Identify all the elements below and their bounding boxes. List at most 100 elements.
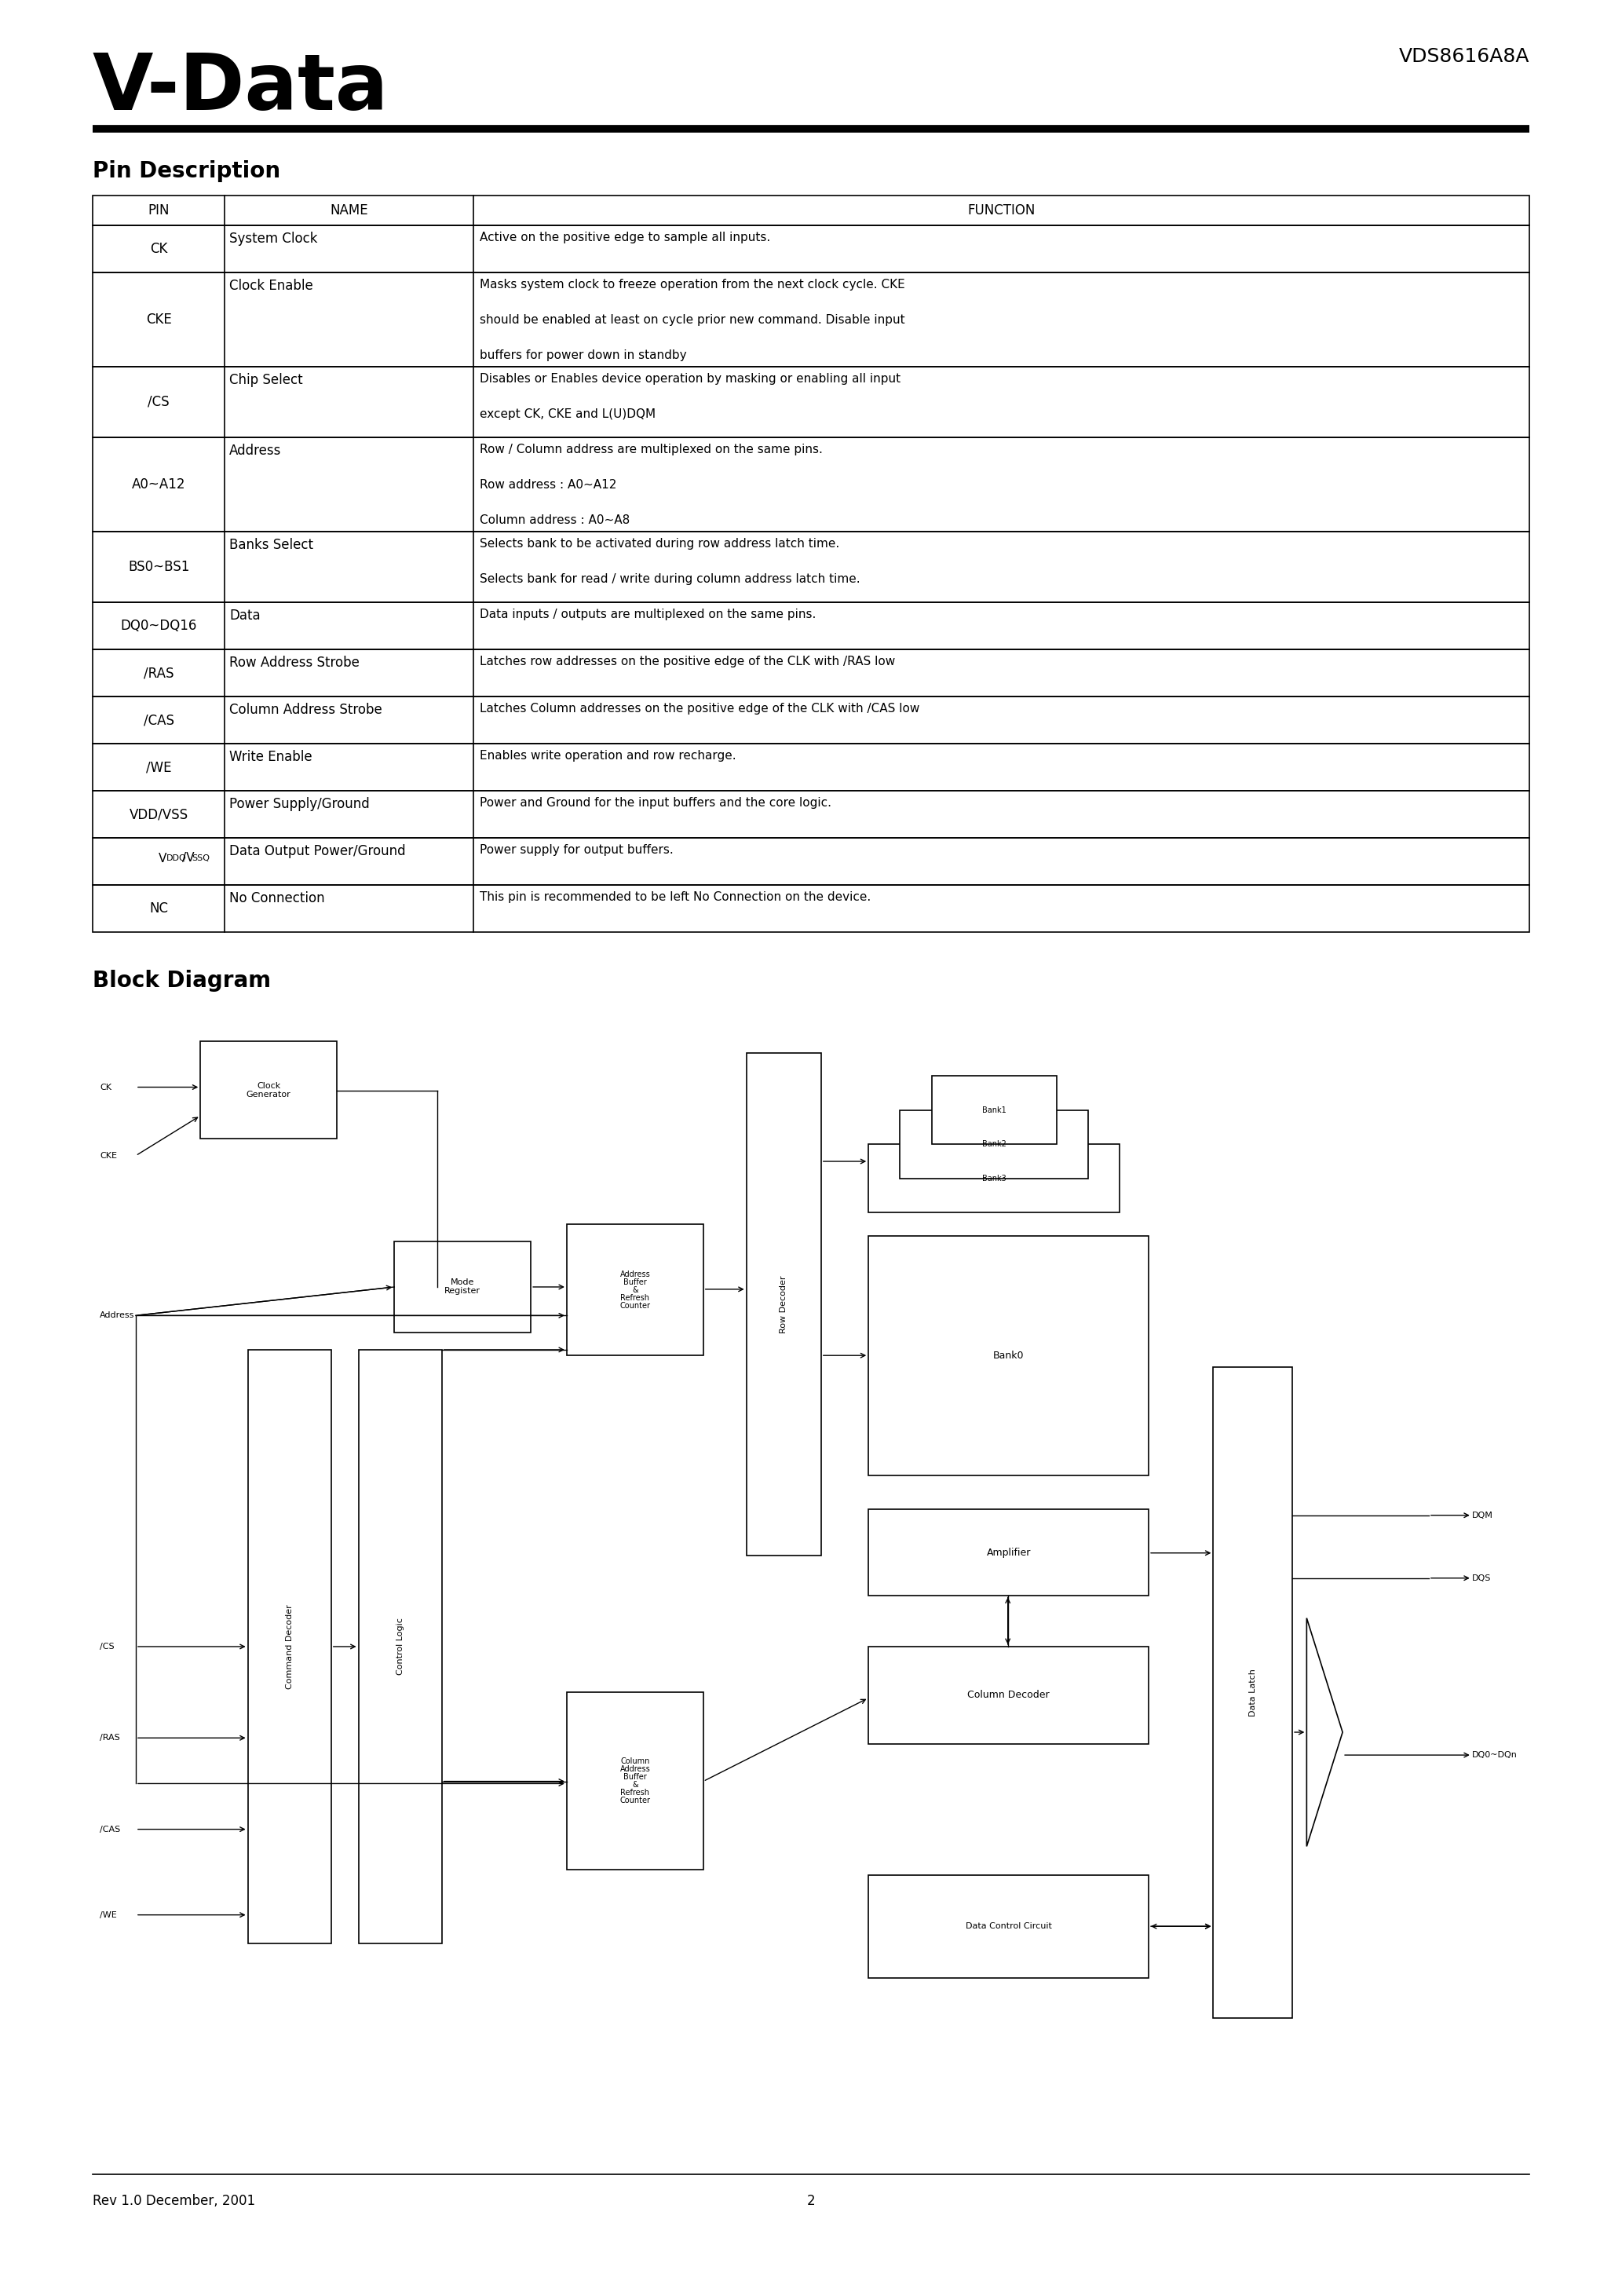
Text: Pin Description: Pin Description (92, 161, 281, 181)
Bar (92, 367, 1530, 436)
Text: Data Output Power/Ground: Data Output Power/Ground (230, 845, 406, 859)
Text: System Clock: System Clock (230, 232, 318, 246)
Text: Block Diagram: Block Diagram (92, 969, 271, 992)
Text: Amplifier: Amplifier (986, 1548, 1030, 1557)
Bar (92, 195, 1530, 225)
Text: /WE: /WE (146, 760, 172, 774)
Text: NAME: NAME (329, 204, 368, 218)
Bar (248, 1350, 331, 1942)
Text: Counter: Counter (620, 1302, 650, 1309)
Text: &: & (633, 1286, 637, 1293)
Text: A0~A12: A0~A12 (131, 478, 185, 491)
Text: CKE: CKE (101, 1153, 117, 1159)
Text: Enables write operation and row recharge.: Enables write operation and row recharge… (480, 751, 736, 762)
Bar (1213, 1366, 1293, 2018)
Text: Power and Ground for the input buffers and the core logic.: Power and Ground for the input buffers a… (480, 797, 832, 808)
Text: Buffer: Buffer (623, 1279, 647, 1286)
Text: Clock: Clock (256, 1081, 281, 1091)
Text: Refresh: Refresh (621, 1789, 649, 1795)
Text: Clock Enable: Clock Enable (230, 278, 313, 294)
Text: DQS: DQS (1471, 1575, 1491, 1582)
Text: Active on the positive edge to sample all inputs.: Active on the positive edge to sample al… (480, 232, 770, 243)
Bar (900, 1109, 1088, 1178)
Text: Row Decoder: Row Decoder (780, 1274, 788, 1334)
Text: Refresh: Refresh (621, 1293, 649, 1302)
Text: /V: /V (182, 852, 195, 863)
Text: Address: Address (101, 1311, 135, 1320)
Text: DQ0~DQn: DQ0~DQn (1471, 1752, 1517, 1759)
Bar (92, 696, 1530, 744)
Bar (92, 744, 1530, 790)
Text: Bank0: Bank0 (993, 1350, 1023, 1362)
Bar (92, 273, 1530, 367)
Text: SSQ: SSQ (191, 854, 209, 863)
Text: should be enabled at least on cycle prior new command. Disable input: should be enabled at least on cycle prio… (480, 315, 905, 326)
Bar (92, 1013, 1530, 2154)
Bar (868, 1143, 1119, 1212)
Bar (394, 1242, 530, 1332)
Text: DQM: DQM (1471, 1511, 1492, 1520)
Bar (92, 838, 1530, 884)
Text: CKE: CKE (146, 312, 172, 326)
Text: Selects bank for read / write during column address latch time.: Selects bank for read / write during col… (480, 574, 860, 585)
Text: Address: Address (620, 1270, 650, 1279)
Text: CK: CK (101, 1084, 112, 1091)
Text: Mode: Mode (451, 1279, 475, 1286)
Bar (92, 533, 1530, 602)
Text: Counter: Counter (620, 1795, 650, 1805)
Bar (92, 790, 1530, 838)
Text: Command Decoder: Command Decoder (285, 1605, 294, 1690)
Text: No Connection: No Connection (230, 891, 324, 905)
Bar (566, 1692, 704, 1869)
Text: NC: NC (149, 902, 169, 916)
Text: Row Address Strobe: Row Address Strobe (230, 657, 360, 670)
Text: Latches Column addresses on the positive edge of the CLK with /CAS low: Latches Column addresses on the positive… (480, 703, 920, 714)
Text: Address: Address (620, 1766, 650, 1773)
Text: Bank1: Bank1 (981, 1107, 1006, 1114)
Bar (92, 602, 1530, 650)
Text: VDS8616A8A: VDS8616A8A (1398, 48, 1530, 67)
Bar (868, 1508, 1148, 1596)
Text: PIN: PIN (148, 204, 170, 218)
Text: except CK, CKE and L(U)DQM: except CK, CKE and L(U)DQM (480, 409, 655, 420)
Text: /RAS: /RAS (144, 666, 174, 680)
Text: Row / Column address are multiplexed on the same pins.: Row / Column address are multiplexed on … (480, 443, 822, 455)
Text: VDD/VSS: VDD/VSS (130, 808, 188, 822)
Text: Disables or Enables device operation by masking or enabling all input: Disables or Enables device operation by … (480, 372, 900, 386)
Text: /RAS: /RAS (101, 1733, 120, 1743)
Text: Row address : A0~A12: Row address : A0~A12 (480, 480, 616, 491)
Bar (92, 436, 1530, 533)
Text: DDQ: DDQ (167, 854, 187, 863)
Text: /CS: /CS (101, 1642, 115, 1651)
Text: 2: 2 (806, 2195, 816, 2209)
Text: Chip Select: Chip Select (230, 372, 303, 388)
Text: Write Enable: Write Enable (230, 751, 313, 765)
Text: Data Control Circuit: Data Control Circuit (965, 1922, 1051, 1931)
Text: Power Supply/Ground: Power Supply/Ground (230, 797, 370, 810)
Text: Column Decoder: Column Decoder (967, 1690, 1049, 1701)
Text: Buffer: Buffer (623, 1773, 647, 1782)
Text: DQ0~DQ16: DQ0~DQ16 (120, 618, 196, 634)
Text: Address: Address (230, 443, 282, 457)
Text: Rev 1.0 December, 2001: Rev 1.0 December, 2001 (92, 2195, 255, 2209)
Text: Column: Column (620, 1756, 650, 1766)
Bar (92, 225, 1530, 273)
Text: Power supply for output buffers.: Power supply for output buffers. (480, 845, 673, 856)
Text: &: & (633, 1782, 637, 1789)
Text: Column address : A0~A8: Column address : A0~A8 (480, 514, 629, 526)
Text: V: V (159, 852, 167, 863)
Bar (201, 1042, 337, 1139)
Text: Data: Data (230, 608, 261, 622)
Text: Register: Register (444, 1288, 480, 1295)
Text: buffers for power down in standby: buffers for power down in standby (480, 349, 686, 360)
Text: Column Address Strobe: Column Address Strobe (230, 703, 383, 716)
Text: Banks Select: Banks Select (230, 537, 313, 551)
Bar (566, 1224, 704, 1355)
Text: Bank2: Bank2 (981, 1141, 1006, 1148)
Bar (868, 1235, 1148, 1476)
Bar (868, 1876, 1148, 1977)
Text: Data inputs / outputs are multiplexed on the same pins.: Data inputs / outputs are multiplexed on… (480, 608, 816, 620)
Text: V-Data: V-Data (92, 51, 389, 126)
Text: /CAS: /CAS (143, 714, 174, 728)
Text: /CS: /CS (148, 395, 170, 409)
